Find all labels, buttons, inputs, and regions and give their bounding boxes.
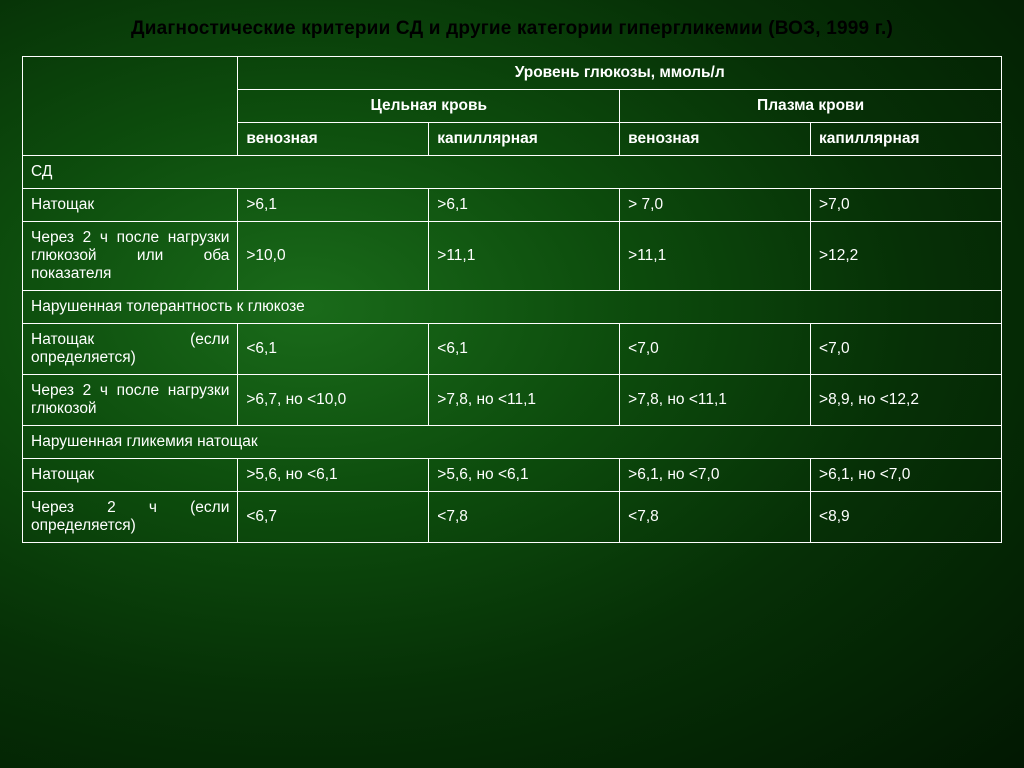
cell: <6,7: [238, 492, 429, 543]
section-label-ifg: Нарушенная гликемия натощак: [23, 426, 1002, 459]
row-label: Через 2 ч после нагрузки глюкозой или об…: [23, 222, 238, 291]
section-row-sd: СД: [23, 156, 1002, 189]
cell: >11,1: [429, 222, 620, 291]
cell: >5,6, но <6,1: [238, 459, 429, 492]
row-label: Натощак: [23, 459, 238, 492]
cell: >5,6, но <6,1: [429, 459, 620, 492]
cell: >6,1: [429, 189, 620, 222]
cell: >7,8, но <11,1: [620, 375, 811, 426]
header-col-capillary-2: капиллярная: [811, 123, 1002, 156]
table-row: Натощак >5,6, но <6,1 >5,6, но <6,1 >6,1…: [23, 459, 1002, 492]
header-col-venous-1: венозная: [238, 123, 429, 156]
section-row-ifg: Нарушенная гликемия натощак: [23, 426, 1002, 459]
row-label: Через 2 ч (если определяется): [23, 492, 238, 543]
section-row-igt: Нарушенная толерантность к глюкозе: [23, 291, 1002, 324]
criteria-table: Уровень глюкозы, ммоль/л Цельная кровь П…: [22, 56, 1002, 543]
section-label-igt: Нарушенная толерантность к глюкозе: [23, 291, 1002, 324]
header-top: Уровень глюкозы, ммоль/л: [238, 57, 1002, 90]
cell: >8,9, но <12,2: [811, 375, 1002, 426]
cell: <7,8: [620, 492, 811, 543]
header-row-1: Уровень глюкозы, ммоль/л: [23, 57, 1002, 90]
cell: >7,8, но <11,1: [429, 375, 620, 426]
cell: >6,1, но <7,0: [811, 459, 1002, 492]
table-row: Натощак (если определяется) <6,1 <6,1 <7…: [23, 324, 1002, 375]
header-col-venous-2: венозная: [620, 123, 811, 156]
cell: >6,1, но <7,0: [620, 459, 811, 492]
cell: <6,1: [238, 324, 429, 375]
header-group-wholeblood: Цельная кровь: [238, 90, 620, 123]
row-label: Натощак: [23, 189, 238, 222]
cell: >6,7, но <10,0: [238, 375, 429, 426]
cell: <8,9: [811, 492, 1002, 543]
table-row: Натощак >6,1 >6,1 > 7,0 >7,0: [23, 189, 1002, 222]
row-label: Натощак (если определяется): [23, 324, 238, 375]
table-row: Через 2 ч после нагрузки глюкозой >6,7, …: [23, 375, 1002, 426]
cell: >6,1: [238, 189, 429, 222]
cell: >7,0: [811, 189, 1002, 222]
cell: <7,8: [429, 492, 620, 543]
cell: >11,1: [620, 222, 811, 291]
cell: >10,0: [238, 222, 429, 291]
cell: <7,0: [811, 324, 1002, 375]
header-group-plasma: Плазма крови: [620, 90, 1002, 123]
section-label-sd: СД: [23, 156, 1002, 189]
header-col-capillary-1: капиллярная: [429, 123, 620, 156]
table-row: Через 2 ч (если определяется) <6,7 <7,8 …: [23, 492, 1002, 543]
page-title: Диагностические критерии СД и другие кат…: [22, 18, 1002, 40]
table-row: Через 2 ч после нагрузки глюкозой или об…: [23, 222, 1002, 291]
cell: <7,0: [620, 324, 811, 375]
cell: >12,2: [811, 222, 1002, 291]
header-blank: [23, 57, 238, 156]
row-label: Через 2 ч после нагрузки глюкозой: [23, 375, 238, 426]
cell: > 7,0: [620, 189, 811, 222]
cell: <6,1: [429, 324, 620, 375]
